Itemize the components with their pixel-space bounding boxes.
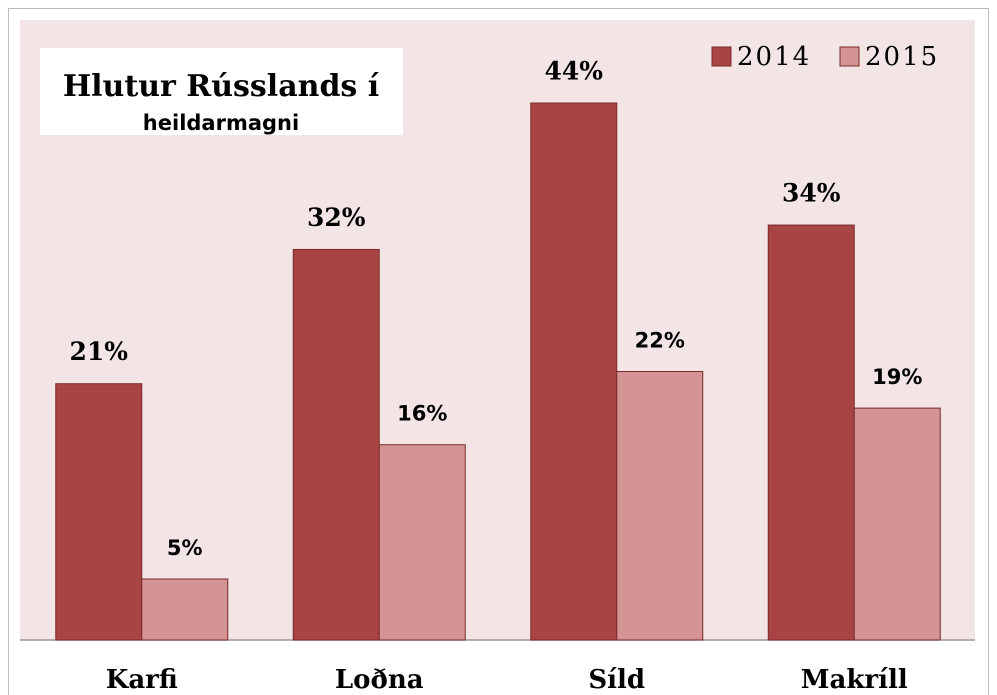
bar: [767, 224, 855, 641]
data-label: 16%: [397, 402, 447, 426]
bar: [378, 444, 466, 641]
data-label: 34%: [782, 179, 841, 208]
legend-label: 2015: [865, 42, 939, 72]
bar: [530, 102, 618, 641]
bar: [616, 371, 704, 641]
chart-subtitle: heildarmagni: [143, 111, 299, 135]
bar: [55, 383, 143, 641]
legend-label: 2014: [737, 42, 811, 72]
chart-title: Hlutur Rússlands í: [63, 69, 380, 104]
data-label: 5%: [167, 536, 203, 560]
x-tick-label: Makríll: [801, 665, 908, 695]
data-label: 32%: [307, 203, 366, 232]
data-label: 19%: [872, 365, 922, 389]
x-tick-label: Karfi: [106, 665, 178, 695]
x-tick-label: Loðna: [335, 665, 424, 695]
data-label: 44%: [544, 57, 603, 86]
data-label: 22%: [635, 329, 685, 353]
data-label: 21%: [69, 337, 128, 366]
bar: [292, 248, 380, 641]
bar: [853, 407, 941, 641]
x-tick-label: Síld: [588, 665, 645, 695]
bar: [141, 578, 229, 641]
title-box: [40, 48, 403, 135]
legend-swatch: [711, 46, 732, 67]
legend-swatch: [839, 46, 860, 67]
